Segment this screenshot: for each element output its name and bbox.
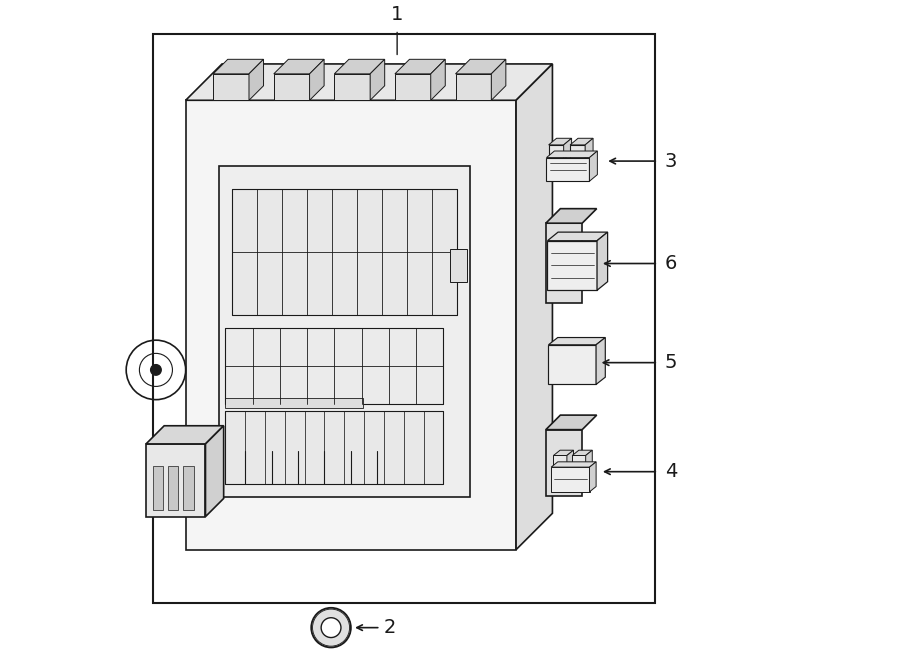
Text: 1: 1 (391, 5, 403, 24)
Polygon shape (572, 450, 592, 455)
Polygon shape (185, 100, 516, 549)
Bar (153, 34, 655, 602)
Bar (225, 328, 444, 404)
Bar (168, 467, 178, 510)
Polygon shape (395, 60, 446, 74)
Circle shape (150, 365, 161, 375)
Polygon shape (547, 232, 608, 241)
Text: 2: 2 (384, 618, 396, 637)
Polygon shape (249, 60, 264, 100)
Bar (184, 467, 194, 510)
Polygon shape (370, 60, 384, 100)
Bar (225, 411, 444, 483)
Polygon shape (310, 60, 324, 100)
Polygon shape (146, 426, 224, 444)
Bar (570, 145, 585, 160)
Polygon shape (516, 64, 553, 549)
Text: 4: 4 (665, 462, 677, 481)
Polygon shape (431, 60, 446, 100)
Bar (546, 158, 590, 181)
Polygon shape (563, 138, 572, 160)
Text: 6: 6 (665, 254, 677, 273)
Bar (548, 345, 596, 385)
Bar (146, 444, 205, 516)
Circle shape (312, 608, 350, 647)
Bar (153, 467, 163, 510)
Bar (551, 467, 590, 492)
Polygon shape (590, 151, 598, 181)
Polygon shape (551, 462, 596, 467)
Polygon shape (567, 450, 573, 468)
Text: 3: 3 (665, 152, 677, 171)
Polygon shape (335, 74, 370, 100)
Polygon shape (335, 60, 384, 74)
Polygon shape (546, 151, 598, 158)
Bar (232, 189, 456, 315)
Polygon shape (274, 60, 324, 74)
Polygon shape (205, 426, 224, 516)
Polygon shape (185, 64, 553, 100)
Polygon shape (548, 338, 606, 345)
Polygon shape (596, 338, 606, 385)
Circle shape (322, 618, 340, 637)
Polygon shape (586, 450, 592, 468)
Polygon shape (585, 138, 593, 160)
Bar (225, 398, 364, 408)
Polygon shape (554, 450, 573, 455)
Bar (219, 166, 470, 496)
Polygon shape (455, 74, 491, 100)
Text: 5: 5 (665, 353, 678, 372)
Polygon shape (491, 60, 506, 100)
Bar (549, 145, 563, 160)
Polygon shape (274, 74, 310, 100)
Polygon shape (455, 60, 506, 74)
Polygon shape (597, 232, 608, 290)
Bar (545, 223, 582, 303)
Bar (554, 455, 567, 468)
Polygon shape (549, 138, 572, 145)
Polygon shape (545, 209, 597, 223)
Polygon shape (213, 74, 249, 100)
Bar (450, 249, 466, 282)
Polygon shape (590, 462, 596, 492)
Bar (545, 430, 582, 496)
Polygon shape (213, 60, 264, 74)
Bar (547, 241, 597, 290)
Bar (572, 455, 586, 468)
Polygon shape (570, 138, 593, 145)
Polygon shape (545, 415, 597, 430)
Polygon shape (395, 74, 431, 100)
